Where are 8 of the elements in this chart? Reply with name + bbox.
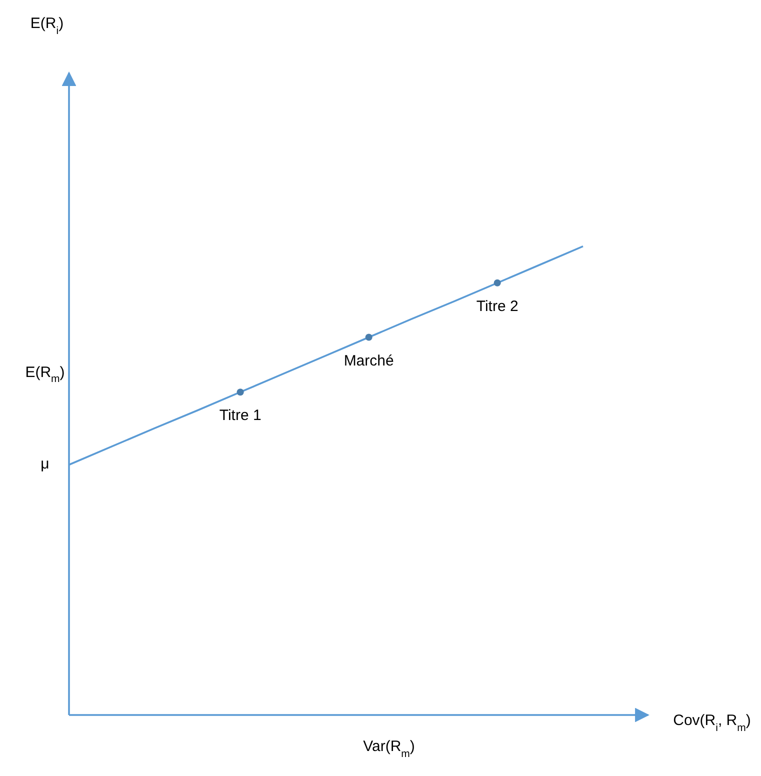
text: Var(R$_{m}$)	[363, 738, 415, 760]
annotation: Marché	[344, 352, 394, 370]
annotation: μ	[40, 456, 50, 473]
x-axis-title: Cov(R$_{i}$, R$_{m}$)	[673, 712, 751, 734]
annotation: E(R$_{m}$)	[25, 364, 65, 385]
annotation: Titre 2	[476, 298, 518, 315]
text: E(R$_{i}$)	[30, 15, 64, 37]
annotation: Titre 1	[219, 407, 262, 424]
